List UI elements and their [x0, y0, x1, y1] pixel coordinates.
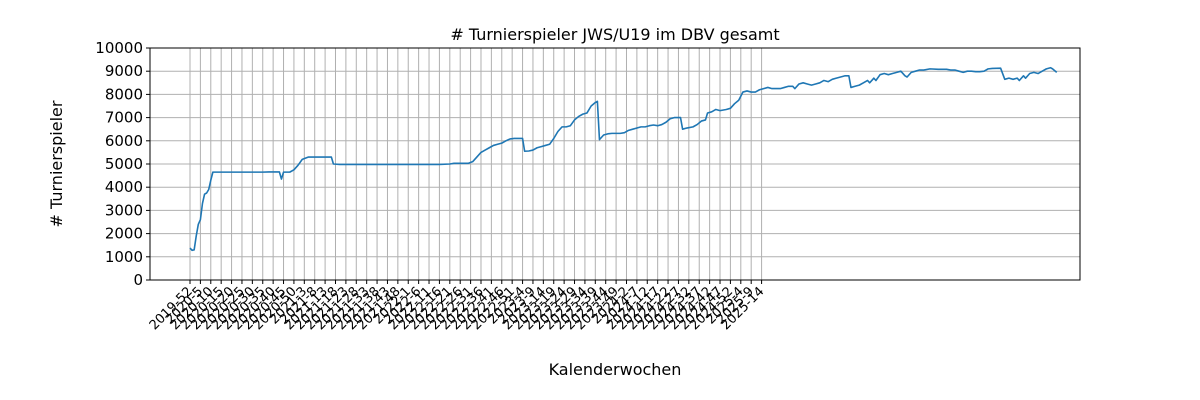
y-tick-label: 4000 [105, 178, 143, 196]
y-tick-label: 8000 [105, 85, 143, 103]
series-line [189, 66, 1058, 252]
y-tick-label: 0 [133, 271, 143, 289]
y-tick-label: 3000 [105, 201, 143, 219]
y-tick-label: 9000 [105, 62, 143, 80]
y-tick-label: 2000 [105, 225, 143, 243]
y-tick-label: 10000 [95, 39, 143, 57]
grid-lines [150, 47, 1080, 281]
y-axis-label: # Turnierspieler [47, 100, 66, 227]
y-tick-label: 1000 [105, 248, 143, 266]
y-tick-label: 5000 [105, 155, 143, 173]
y-tick-label: 6000 [105, 132, 143, 150]
x-axis-label: Kalenderwochen [549, 360, 682, 379]
plot-frame [149, 47, 1081, 281]
chart-title: # Turnierspieler JWS/U19 im DBV gesamt [450, 25, 779, 44]
y-axis-ticks: 0 1000 2000 3000 4000 5000 6000 7000 8000 9000 100… [95, 39, 150, 289]
x-axis-ticks: 2019-522020-52020-102020-152020-202020-2… [147, 280, 767, 333]
series-layer [189, 66, 1058, 252]
y-tick-label: 7000 [105, 109, 143, 127]
